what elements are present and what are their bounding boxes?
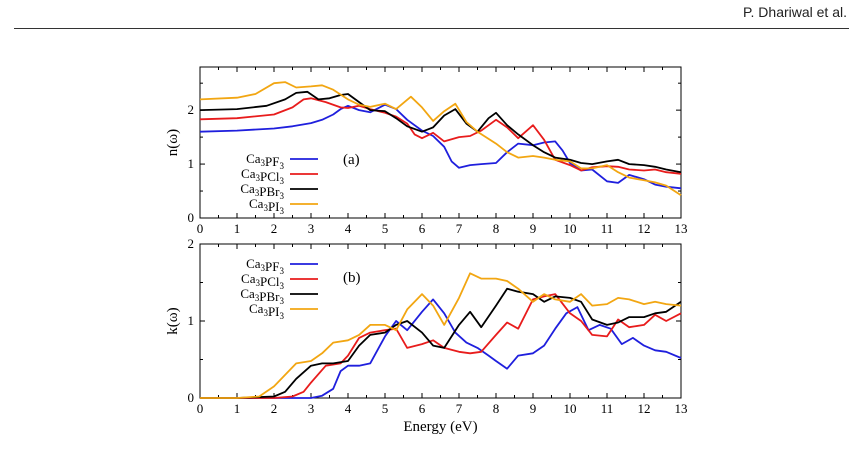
x-tick-label: 10 bbox=[564, 401, 577, 416]
legend-label: Ca3PCl3 bbox=[241, 271, 284, 291]
panel-label: (a) bbox=[343, 152, 360, 168]
x-tick-label: 9 bbox=[530, 401, 537, 416]
y-axis-label: k(ω) bbox=[165, 307, 181, 334]
series-line-pf bbox=[200, 298, 682, 399]
x-tick-label: 0 bbox=[197, 401, 204, 416]
x-tick-label: 5 bbox=[382, 401, 389, 416]
legend-label: Ca3PBr3 bbox=[240, 286, 284, 306]
series-line-pf bbox=[199, 103, 682, 190]
x-tick-label: 11 bbox=[601, 221, 614, 236]
legend-label: Ca3PF3 bbox=[246, 256, 284, 276]
panel-label: (b) bbox=[343, 270, 361, 286]
y-tick-label: 0 bbox=[188, 210, 195, 225]
series-line-pi bbox=[200, 272, 682, 399]
x-tick-label: 9 bbox=[530, 221, 537, 236]
y-axis-label: n(ω) bbox=[165, 129, 181, 156]
x-tick-label: 12 bbox=[638, 221, 651, 236]
x-tick-label: 3 bbox=[308, 221, 315, 236]
y-tick-label: 1 bbox=[188, 156, 195, 171]
x-tick-label: 12 bbox=[638, 401, 651, 416]
x-tick-label: 7 bbox=[456, 221, 463, 236]
y-tick-label: 2 bbox=[188, 102, 195, 117]
x-tick-label: 6 bbox=[419, 221, 426, 236]
x-tick-label: 8 bbox=[493, 221, 500, 236]
running-header-author: P. Dhariwal et al. bbox=[742, 4, 847, 20]
series-line-pbr bbox=[200, 287, 682, 399]
x-tick-label: 4 bbox=[345, 401, 352, 416]
x-tick-label: 8 bbox=[493, 401, 500, 416]
x-tick-label: 11 bbox=[601, 401, 614, 416]
legend-label: Ca3PI3 bbox=[249, 196, 285, 216]
x-tick-label: 1 bbox=[234, 221, 241, 236]
y-tick-label: 2 bbox=[188, 236, 195, 251]
x-tick-label: 7 bbox=[456, 401, 463, 416]
series-line-pcl bbox=[200, 293, 682, 399]
x-tick-label: 10 bbox=[564, 221, 577, 236]
x-tick-label: 2 bbox=[271, 221, 278, 236]
legend-label: Ca3PBr3 bbox=[240, 181, 284, 201]
x-tick-label: 5 bbox=[382, 221, 389, 236]
x-tick-label: 6 bbox=[419, 401, 426, 416]
x-tick-label: 2 bbox=[271, 401, 278, 416]
x-tick-label: 13 bbox=[675, 401, 688, 416]
y-tick-label: 1 bbox=[188, 313, 195, 328]
series-line-pbr bbox=[199, 90, 682, 174]
legend-label: Ca3PF3 bbox=[246, 151, 284, 171]
legend-label: Ca3PCl3 bbox=[241, 166, 284, 186]
panel-a: 0 1 2 3 4 5 6 7 8 9 10 11 12 13012n(ω)Ca3PF3Ca3PCl3Ca… bbox=[165, 66, 688, 236]
x-tick-label: 0 bbox=[197, 221, 204, 236]
x-axis-label: Energy (eV) bbox=[403, 419, 477, 435]
x-tick-label: 13 bbox=[675, 221, 688, 236]
series-line-pi bbox=[199, 81, 682, 197]
x-tick-label: 4 bbox=[345, 221, 352, 236]
x-tick-label: 3 bbox=[308, 401, 315, 416]
legend-label: Ca3PI3 bbox=[249, 301, 285, 321]
x-tick-label: 1 bbox=[234, 401, 241, 416]
y-tick-label: 0 bbox=[188, 390, 195, 405]
series-line-pcl bbox=[199, 97, 682, 175]
header-rule bbox=[14, 28, 849, 29]
